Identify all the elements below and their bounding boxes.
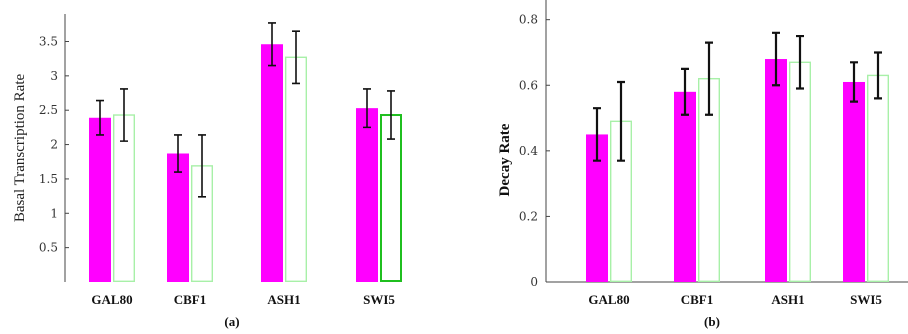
panel-a-error-bar-series1-ash1 [268, 22, 276, 67]
panel-a-basal-transcription: Basal Transcription Rate 0.5 1 1.5 2 2.5 3 3.5… [12, 14, 402, 329]
panel-a-error-bar-series2-swi5 [387, 90, 395, 140]
panel-a-y-tick-label: 3 [50, 69, 58, 83]
panel-a-error-bar-series2-ash1 [292, 30, 300, 85]
panel-a-category-label: ASH1 [267, 292, 300, 307]
panel-b-decay-rate: Decay Rate 0 0.2 0.4 0.6 0.8 GAL80 CBF1 ASH1 SW… [497, 0, 908, 329]
panel-a-bar-series1-gal80 [89, 117, 111, 282]
panel-b-error-bar-series1-gal80 [593, 107, 601, 162]
panel-b-error-bar-series2-cbf1 [705, 41, 713, 116]
panel-b-error-bar-series2-gal80 [617, 80, 625, 162]
panel-a-bar-series1-cbf1 [167, 153, 189, 282]
panel-b-category-label: ASH1 [771, 292, 804, 307]
panel-b-error-bar-series1-cbf1 [681, 67, 689, 116]
panel-b-bar-series1-ash1 [765, 59, 787, 282]
panel-b-bar-series1-cbf1 [674, 91, 696, 282]
panel-a-y-tick-label: 1 [50, 206, 58, 220]
panel-a-y-tick-label: 1.5 [39, 172, 58, 186]
panel-a-error-bar-series1-gal80 [96, 99, 104, 136]
panel-a-y-axis-label: Basal Transcription Rate [12, 73, 28, 222]
panel-b-bar-series2-swi5 [867, 74, 890, 282]
panel-b-category-label: CBF1 [681, 292, 714, 307]
panel-b-bar-series1-swi5 [843, 81, 865, 282]
panel-b-y-tick-label: 0 [530, 275, 538, 289]
panel-a-bar-series2-swi5 [380, 114, 402, 282]
panel-b-error-bar-series2-swi5 [874, 51, 882, 100]
panel-a-y-tick-label: 0.5 [39, 241, 58, 255]
panel-b-bar-series1-gal80 [586, 134, 608, 282]
panel-b-y-tick-label: 0.8 [519, 13, 538, 27]
panel-a-error-bar-series1-cbf1 [174, 134, 182, 173]
panel-a-y-tick-label: 3.5 [39, 34, 58, 48]
panel-b-category-label: GAL80 [588, 292, 629, 307]
panel-b-error-bar-series2-ash1 [796, 34, 804, 90]
panel-a-bar-series1-ash1 [261, 44, 283, 282]
panel-b-bar-series2-ash1 [789, 61, 812, 283]
panel-b-y-axis-label: Decay Rate [497, 123, 513, 196]
panel-b-y-tick-label: 0.6 [519, 78, 538, 92]
panel-a-category-label: GAL80 [91, 292, 132, 307]
panel-a-error-bar-series2-gal80 [120, 88, 128, 142]
panel-b-category-label: SWI5 [850, 292, 882, 307]
panel-a-bar-series2-ash1 [285, 56, 308, 282]
panel-b-y-tick-label: 0.4 [519, 144, 538, 158]
panel-a-label: (a) [224, 314, 239, 329]
panel-a-bar-series1-swi5 [356, 108, 378, 283]
panel-a-error-bar-series2-cbf1 [198, 134, 206, 198]
panel-a-y-tick-label: 2.5 [39, 103, 58, 117]
panel-b-label: (b) [704, 314, 720, 329]
panel-b-error-bar-series1-swi5 [850, 61, 858, 103]
panel-a-category-label: CBF1 [174, 292, 207, 307]
panel-a-category-label: SWI5 [363, 292, 395, 307]
panel-b-y-tick-label: 0.2 [519, 209, 538, 223]
panel-a-y-tick-label: 2 [50, 138, 58, 152]
panel-a-error-bar-series1-swi5 [363, 88, 371, 129]
panel-b-error-bar-series1-ash1 [772, 31, 780, 87]
